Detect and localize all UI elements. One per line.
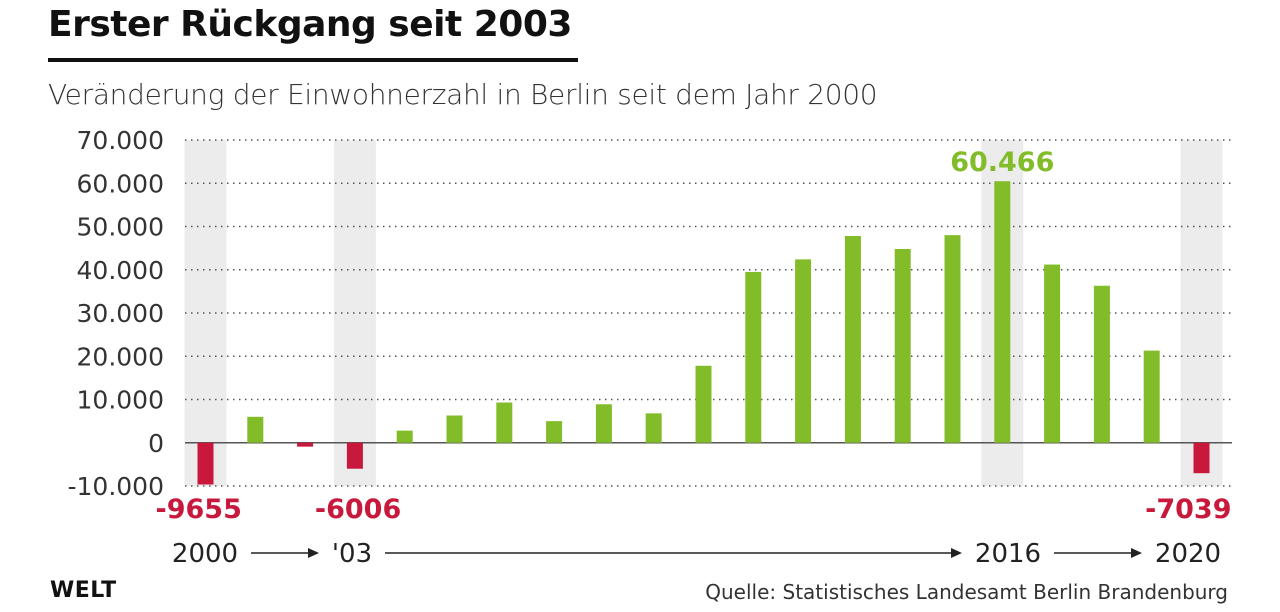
y-tick-label: 20.000 <box>77 342 164 371</box>
bar-2006 <box>496 402 513 443</box>
bar-2004 <box>396 430 413 443</box>
bar-2013 <box>844 236 861 443</box>
bar-2009 <box>645 413 662 443</box>
y-tick-label: 60.000 <box>77 169 164 198</box>
bar-2002 <box>297 442 314 447</box>
source-note: Quelle: Statistisches Landesamt Berlin B… <box>705 580 1228 604</box>
timeline-label-2003: '03 <box>332 539 372 569</box>
y-tick-label: 0 <box>148 429 164 458</box>
bar-2020 <box>1193 442 1210 474</box>
value-label-2020: -7039 <box>1145 494 1231 525</box>
bar-2005 <box>446 415 463 443</box>
chart-subtitle: Veränderung der Einwohnerzahl in Berlin … <box>48 78 878 111</box>
highlight-band-2000 <box>184 140 227 486</box>
timeline-label-2016: 2016 <box>975 539 1041 569</box>
bar-2011 <box>745 271 762 443</box>
y-tick-label: 30.000 <box>77 299 164 328</box>
timeline-label-2000: 2000 <box>172 539 238 569</box>
highlight-band-2003 <box>333 140 376 486</box>
bar-2016 <box>994 181 1011 443</box>
welt-logo: WELT <box>50 578 117 603</box>
highlight-band-2020 <box>1180 140 1223 486</box>
y-tick-label: 50.000 <box>77 213 164 242</box>
bar-2019 <box>1143 350 1160 443</box>
value-label-2000: -9655 <box>156 494 242 525</box>
bar-2001 <box>247 416 264 443</box>
timeline-arrow-head-icon <box>308 548 319 558</box>
timeline-label-2020: 2020 <box>1155 539 1221 569</box>
y-tick-label: 70.000 <box>77 126 164 155</box>
bar-2014 <box>894 248 911 443</box>
title-underline <box>48 58 578 62</box>
bar-2003 <box>346 442 363 469</box>
bar-2000 <box>197 442 214 485</box>
chart-title: Erster Rückgang seit 2003 <box>48 4 572 45</box>
bar-2010 <box>695 365 712 443</box>
bar-2018 <box>1093 285 1110 443</box>
x-timeline: 2000 '03 2016 2020 <box>172 539 1221 569</box>
timeline-arrow-head-icon <box>951 548 962 558</box>
bar-2008 <box>595 404 612 443</box>
value-label-2003: -6006 <box>315 494 401 525</box>
timeline-arrow-head-icon <box>1131 548 1142 558</box>
y-tick-label: 10.000 <box>77 386 164 415</box>
bar-2015 <box>944 235 961 443</box>
bar-2017 <box>1044 264 1061 443</box>
bar-2012 <box>795 259 812 443</box>
value-label-2016: 60.466 <box>950 147 1054 178</box>
y-tick-label: -10.000 <box>68 472 165 501</box>
y-tick-label: 40.000 <box>77 256 164 285</box>
y-axis-tick-labels: 70.000 60.000 50.000 40.000 30.000 20.000 10.0… <box>68 126 165 501</box>
bar-2007 <box>546 421 563 443</box>
bars <box>197 181 1210 485</box>
value-labels: -9655 -6006 60.466 -7039 <box>156 147 1232 525</box>
